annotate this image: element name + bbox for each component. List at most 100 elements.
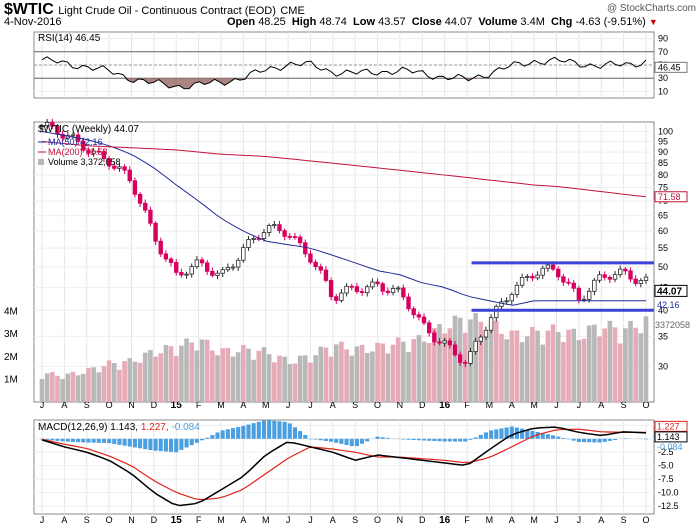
macd-histogram-bar: [277, 421, 282, 439]
price-tick-label: 80: [658, 170, 668, 180]
price-title: $WTIC (Weekly) 44.07: [38, 124, 139, 135]
x-axis-label: A: [598, 400, 604, 410]
macd-histogram-bar: [323, 438, 328, 442]
x-axis-label: A: [240, 400, 246, 410]
x-axis-label: D: [419, 515, 426, 525]
volume-bar: [184, 338, 189, 402]
macd-histogram-bar: [344, 438, 349, 445]
macd-histogram-bar: [127, 438, 132, 447]
macd-histogram-bar: [576, 438, 581, 443]
chg-label: Chg: [551, 16, 573, 28]
volume-bar: [137, 362, 143, 402]
macd-histogram-bar: [421, 438, 427, 441]
macd-histogram-bar: [385, 437, 390, 439]
macd-histogram-bar: [447, 438, 452, 442]
macd-histogram-bar: [246, 424, 251, 439]
volume-bar: [328, 356, 334, 402]
macd-histogram-bar: [91, 438, 96, 443]
candle-body: [60, 133, 65, 139]
macd-histogram-bar: [76, 438, 81, 443]
candle-body: [452, 344, 458, 356]
candle-body: [272, 224, 277, 226]
price-tick-label: 30: [658, 361, 668, 371]
volume-bar: [91, 367, 96, 402]
macd-histogram-bar: [45, 438, 50, 440]
volume-bar: [607, 320, 613, 402]
macd-histogram-bar: [122, 438, 127, 446]
x-axis-label: 16: [439, 400, 451, 411]
macd-histogram-bar: [494, 429, 499, 439]
candle-body: [442, 340, 447, 344]
candle-body: [354, 286, 360, 292]
close-label: Close: [411, 16, 442, 28]
candle-body: [318, 266, 323, 271]
volume-bar: [617, 343, 623, 402]
macd-histogram-bar: [179, 438, 184, 450]
candle-body: [266, 225, 272, 233]
macd-histogram-bar: [86, 438, 91, 443]
candle-body: [359, 291, 365, 294]
macd-histogram-bar: [540, 433, 545, 439]
volume-bar: [241, 344, 246, 402]
candle-body: [96, 150, 101, 153]
volume-bar: [519, 342, 525, 402]
candle-body: [184, 273, 189, 276]
volume-bar: [566, 329, 571, 402]
volume-bar: [210, 350, 215, 402]
volume-bar: [225, 348, 231, 402]
candle-body: [525, 276, 530, 278]
macd-signal-last-value: 1.227: [657, 421, 680, 431]
candle-body: [581, 298, 587, 301]
volume-bar: [282, 356, 287, 402]
candle-body: [623, 268, 628, 272]
x-axis-label: A: [509, 400, 515, 410]
volume-bar: [70, 371, 76, 402]
rsi-line: [41, 56, 647, 90]
macd-histogram-bar: [556, 436, 561, 439]
x-axis-label: N: [397, 400, 404, 410]
macd-title-name: MACD(12,26,9): [38, 422, 110, 433]
volume-bar: [524, 336, 530, 402]
rsi-title: RSI(14) 46.45: [38, 33, 101, 44]
volume-bar: [111, 363, 117, 402]
candle-body: [292, 236, 298, 238]
macd-histogram-bar: [437, 438, 442, 442]
macd-histogram-bar: [308, 438, 313, 440]
macd-histogram-bar: [65, 438, 70, 442]
x-axis-label: J: [577, 515, 582, 525]
candle-body: [163, 253, 169, 260]
macd-histogram-bar: [411, 438, 416, 440]
candle-body: [143, 202, 148, 211]
volume-bar: [597, 336, 602, 402]
macd-histogram-bar: [458, 438, 463, 442]
candle-body: [122, 166, 127, 171]
macd-histogram-bar: [282, 421, 287, 439]
candle-body: [411, 308, 416, 316]
macd-histogram-bar: [489, 430, 494, 439]
volume-bar: [426, 343, 432, 402]
candle-body: [205, 262, 210, 272]
macd-tick-label: -7.5: [658, 474, 674, 484]
x-axis-label: F: [196, 400, 202, 410]
macd-histogram-bar: [561, 437, 566, 439]
candle-body: [643, 276, 649, 281]
volume-bar: [297, 355, 303, 402]
macd-histogram-bar: [101, 438, 106, 443]
macd-histogram-bar: [401, 438, 406, 440]
candle-body: [148, 209, 153, 224]
macd-histogram-bar: [612, 438, 618, 440]
x-axis-label: 15: [171, 400, 183, 411]
candle-body: [401, 287, 406, 298]
macd-histogram-bar: [50, 438, 55, 441]
macd-histogram-bar: [241, 425, 246, 439]
macd-histogram-bar: [205, 437, 210, 439]
macd-histogram-bar: [292, 427, 298, 439]
x-axis-label: S: [621, 515, 627, 525]
candle-body: [153, 222, 158, 242]
volume-bar: [390, 344, 396, 402]
candle-body: [468, 351, 473, 364]
macd-histogram-bar: [261, 420, 267, 439]
macd-histogram-bar: [643, 438, 649, 440]
macd-histogram-bar: [174, 438, 179, 453]
macd-histogram-bar: [303, 434, 308, 439]
